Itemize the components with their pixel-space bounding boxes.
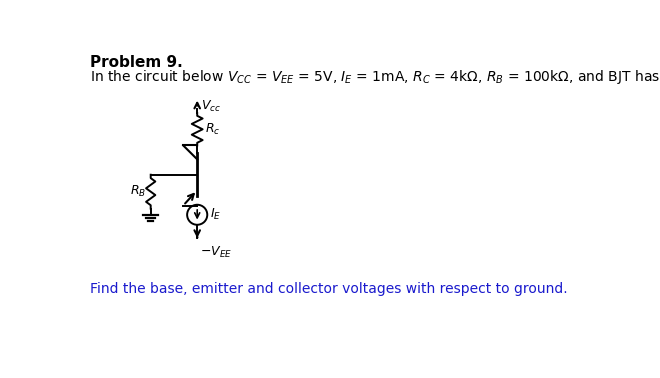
Text: $I_E$: $I_E$ bbox=[211, 207, 222, 222]
Text: Problem 9.: Problem 9. bbox=[90, 54, 183, 70]
Text: $R_c$: $R_c$ bbox=[205, 122, 220, 137]
Text: $-V_{EE}$: $-V_{EE}$ bbox=[199, 245, 232, 260]
Text: $V_{cc}$: $V_{cc}$ bbox=[201, 99, 221, 114]
Text: In the circuit below $V_{CC}$ = $V_{EE}$ = 5V, $I_E$ = 1mA, $R_C$ = 4k$\Omega$, : In the circuit below $V_{CC}$ = $V_{EE}$… bbox=[90, 68, 660, 87]
Text: Find the base, emitter and collector voltages with respect to ground.: Find the base, emitter and collector vol… bbox=[90, 282, 568, 296]
Text: $R_B$: $R_B$ bbox=[130, 184, 146, 199]
